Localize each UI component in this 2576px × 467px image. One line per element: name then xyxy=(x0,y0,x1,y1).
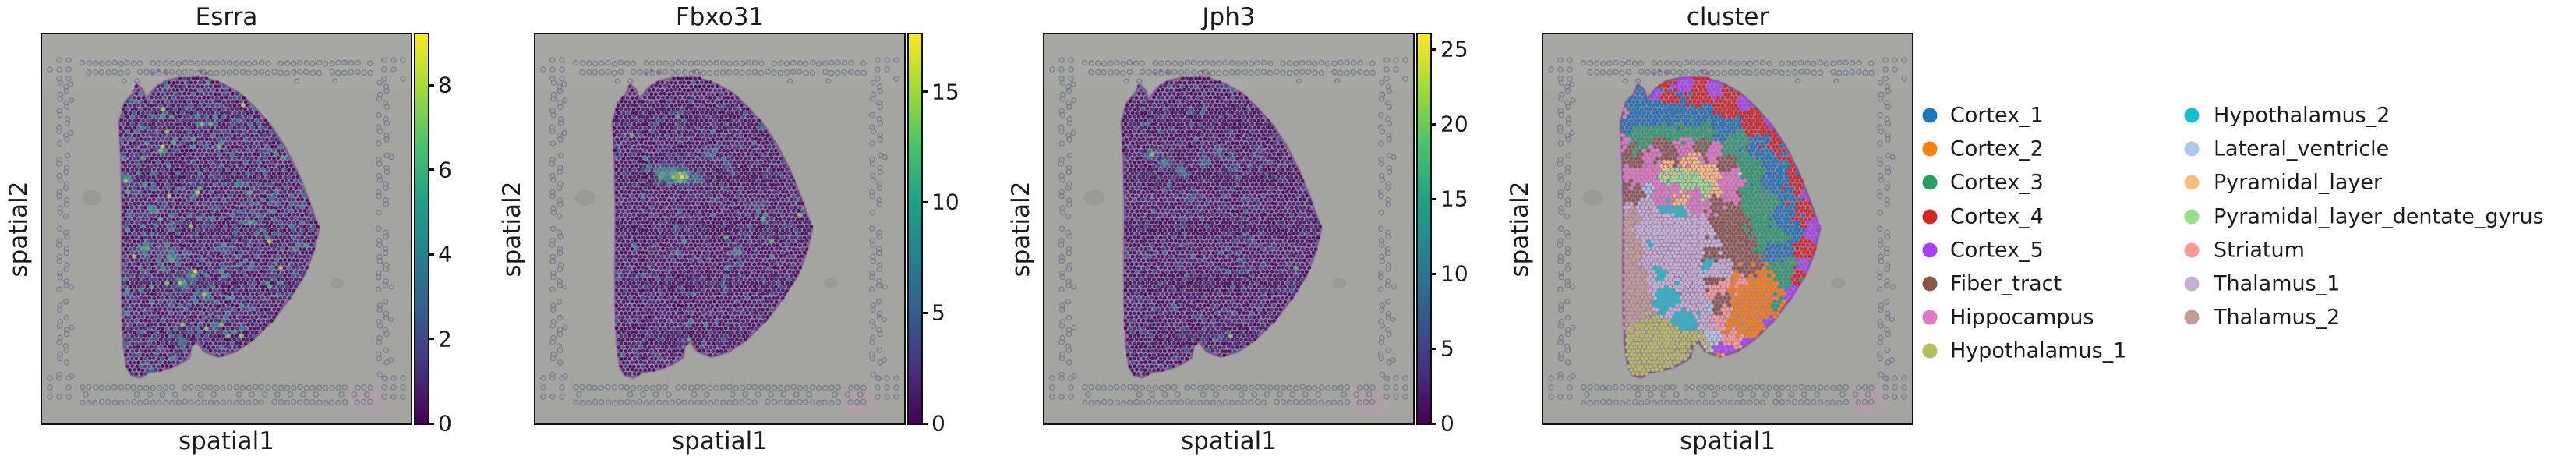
y-axis-label: spatial2 xyxy=(5,181,33,277)
x-axis-label: spatial1 xyxy=(1680,427,1776,455)
legend-label: Striatum xyxy=(2214,238,2305,263)
spatial-plot-fbxo31 xyxy=(533,32,906,425)
legend-color-dot xyxy=(2184,209,2200,225)
colorbar-tick xyxy=(1430,122,1436,126)
legend-color-dot xyxy=(1922,310,1938,325)
legend-label: Cortex_4 xyxy=(1950,204,2044,229)
colorbar-tick xyxy=(428,83,434,87)
colorbar-tick xyxy=(921,200,928,203)
colorbar-esrra xyxy=(414,33,429,425)
colorbar-tick-label: 15 xyxy=(1440,186,1468,212)
legend-label: Cortex_1 xyxy=(1950,103,2044,128)
legend-color-dot xyxy=(1922,343,1938,359)
colorbar-tick-label: 15 xyxy=(931,79,959,105)
legend-color-dot xyxy=(1922,242,1938,258)
y-axis-label: spatial2 xyxy=(1506,181,1534,277)
panel-title-fbxo31: Fbxo31 xyxy=(675,3,765,31)
legend-color-dot xyxy=(2184,141,2200,157)
colorbar-tick xyxy=(1430,272,1436,275)
legend-label: Cortex_3 xyxy=(1950,170,2044,195)
colorbar-tick xyxy=(921,311,928,314)
panel-title-jph3: Jph3 xyxy=(1202,3,1256,31)
colorbar-tick-label: 5 xyxy=(1440,335,1454,362)
legend-color-dot xyxy=(1922,209,1938,225)
legend-color-dot xyxy=(2184,242,2200,258)
x-axis-label: spatial1 xyxy=(178,427,274,455)
colorbar-tick xyxy=(921,90,928,94)
spatial-plot-jph3 xyxy=(1042,32,1415,425)
colorbar-tick xyxy=(1430,347,1436,350)
legend-label: Pyramidal_layer xyxy=(2214,170,2383,195)
legend-color-dot xyxy=(1922,175,1938,190)
spatial-plot-cluster xyxy=(1541,32,1913,425)
colorbar-tick xyxy=(428,422,434,425)
colorbar-tick-label: 6 xyxy=(438,157,452,183)
colorbar-tick xyxy=(428,338,434,341)
legend-color-dot xyxy=(2184,276,2200,292)
colorbar-tick-label: 0 xyxy=(438,410,452,437)
colorbar-tick xyxy=(921,422,928,425)
legend-color-dot xyxy=(1922,108,1938,123)
colorbar-tick-label: 10 xyxy=(1440,260,1468,287)
y-axis-label: spatial2 xyxy=(498,181,526,277)
legend-label: Thalamus_2 xyxy=(2214,305,2341,330)
legend-color-dot xyxy=(1922,276,1938,292)
colorbar-tick xyxy=(1430,48,1436,51)
colorbar-tick-label: 20 xyxy=(1440,111,1468,137)
colorbar-tick-label: 0 xyxy=(931,410,945,437)
legend-label: Cortex_5 xyxy=(1950,238,2044,263)
legend-color-dot xyxy=(2184,108,2200,123)
colorbar-tick-label: 10 xyxy=(931,189,959,215)
panel-title-cluster: cluster xyxy=(1686,3,1769,31)
colorbar-tick-label: 5 xyxy=(931,299,945,326)
panel-title-esrra: Esrra xyxy=(195,3,258,31)
legend-label: Hypothalamus_2 xyxy=(2214,103,2390,128)
x-axis-label: spatial1 xyxy=(672,427,768,455)
legend-label: Hippocampus xyxy=(1950,305,2094,330)
legend-label: Thalamus_1 xyxy=(2214,271,2341,296)
legend-label: Fiber_tract xyxy=(1950,271,2062,296)
colorbar-fbxo31 xyxy=(907,33,923,425)
colorbar-tick xyxy=(1430,197,1436,200)
colorbar-tick-label: 8 xyxy=(438,72,452,98)
colorbar-jph3 xyxy=(1416,33,1432,425)
legend-label: Hypothalamus_1 xyxy=(1950,338,2127,363)
legend-color-dot xyxy=(2184,310,2200,325)
colorbar-tick xyxy=(1430,422,1436,425)
legend-label: Cortex_2 xyxy=(1950,136,2044,161)
legend-label: Pyramidal_layer_dentate_gyrus xyxy=(2214,204,2544,229)
spatial-plot-esrra xyxy=(40,32,412,425)
colorbar-tick-label: 0 xyxy=(1440,410,1454,437)
legend-label: Lateral_ventricle xyxy=(2214,136,2390,161)
colorbar-tick xyxy=(428,168,434,172)
colorbar-tick-label: 2 xyxy=(438,326,452,352)
colorbar-tick-label: 25 xyxy=(1440,36,1468,62)
colorbar-tick-label: 4 xyxy=(438,241,452,267)
legend-color-dot xyxy=(2184,175,2200,190)
x-axis-label: spatial1 xyxy=(1181,427,1277,455)
colorbar-tick xyxy=(428,253,434,256)
y-axis-label: spatial2 xyxy=(1007,181,1035,277)
legend-color-dot xyxy=(1922,141,1938,157)
